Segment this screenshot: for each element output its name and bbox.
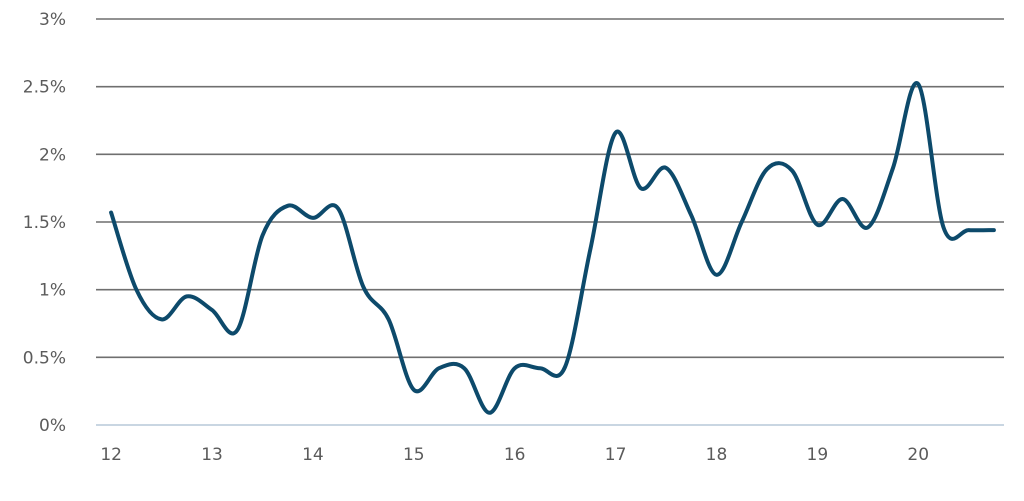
y-tick-label: 1.5% bbox=[23, 213, 66, 233]
y-tick-label: 0.5% bbox=[23, 348, 66, 368]
grid-layer bbox=[96, 18, 1004, 426]
series-layer bbox=[109, 81, 996, 415]
x-tick-label: 13 bbox=[201, 445, 223, 465]
x-tick-label: 12 bbox=[100, 445, 122, 465]
y-tick-label: 1% bbox=[39, 281, 66, 301]
x-tick-label: 20 bbox=[907, 445, 929, 465]
y-tick-label: 0% bbox=[39, 416, 66, 436]
y-tick-label: 2.5% bbox=[23, 78, 66, 98]
x-tick-label: 17 bbox=[605, 445, 627, 465]
x-tick-label: 16 bbox=[504, 445, 526, 465]
series-line bbox=[109, 81, 996, 415]
x-tick-label: 14 bbox=[302, 445, 324, 465]
x-tick-label: 19 bbox=[807, 445, 829, 465]
x-tick-label: 15 bbox=[403, 445, 425, 465]
x-axis-ticks: 12 13 14 15 16 17 18 19 20 bbox=[100, 445, 929, 465]
x-tick-label: 18 bbox=[706, 445, 728, 465]
y-axis-ticks: 3% 2.5% 2% 1.5% 1% 0.5% 0% bbox=[23, 10, 66, 436]
y-tick-label: 3% bbox=[39, 10, 66, 30]
y-tick-label: 2% bbox=[39, 145, 66, 165]
